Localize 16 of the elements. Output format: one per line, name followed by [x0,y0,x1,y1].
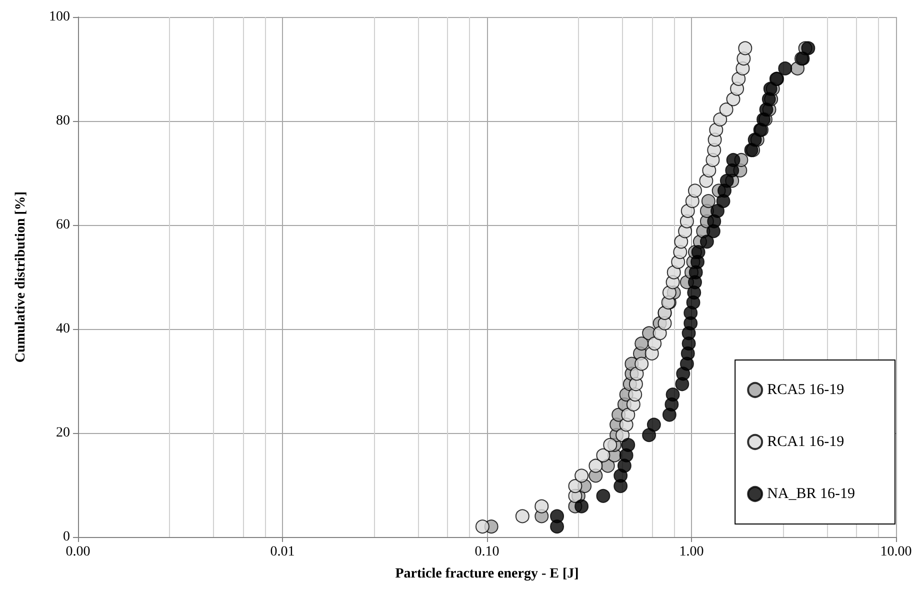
y-tick-label: 40 [56,322,70,336]
y-tick-label: 80 [56,114,70,128]
x-tick-label: 1.00 [679,544,704,560]
x-tick-label: 0.10 [474,544,500,560]
legend-label: NA_BR 16-19 [767,486,855,502]
x-axis-title: Particle fracture energy - E [J] [395,566,579,582]
x-tick-label: 0.01 [270,544,295,560]
y-axis-title: Cumulative distribution [%] [14,191,28,363]
y-tick-label: 100 [49,10,70,24]
y-tick-label: 0 [63,530,70,544]
legend-label: RCA5 16-19 [767,382,844,398]
legend-label: RCA1 16-19 [767,434,844,450]
y-tick-label: 20 [56,426,70,440]
y-tick-label: 60 [56,218,70,232]
x-tick-label: 10.00 [880,544,912,560]
x-tick-label: 0.00 [66,544,90,560]
